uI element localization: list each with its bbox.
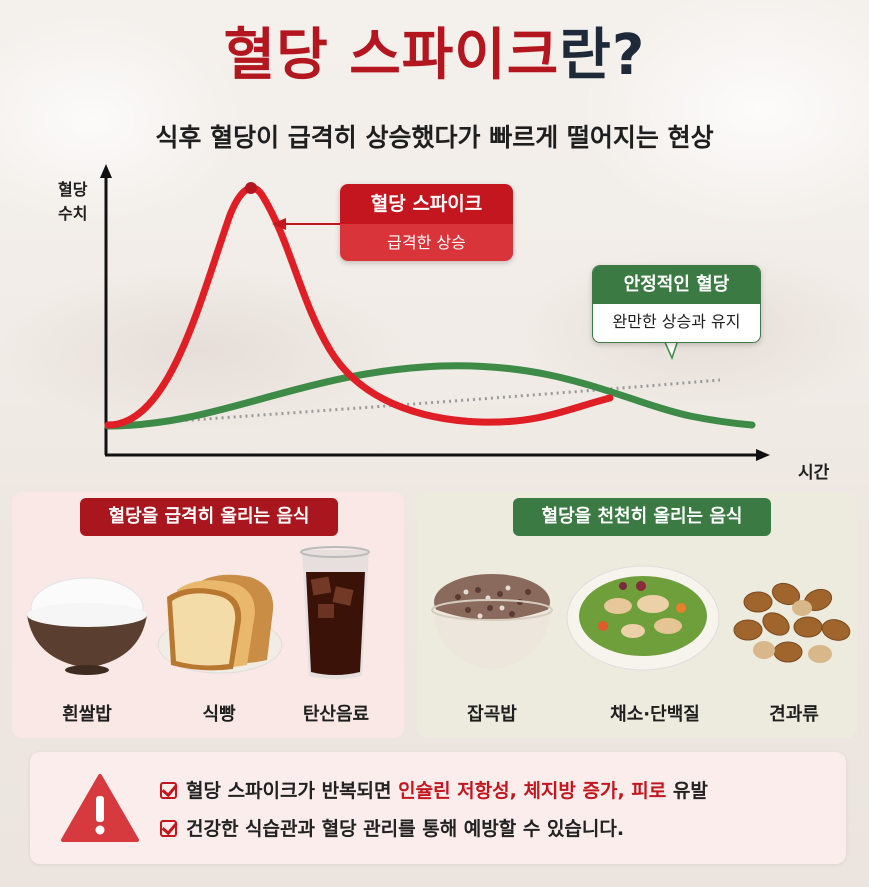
rice-bowl-icon <box>27 577 147 675</box>
stable-curve <box>104 362 756 430</box>
y-axis-label-line2: 수치 <box>58 204 88 223</box>
y-axis-label: 혈당 수치 <box>58 178 98 226</box>
warning-line-2: 건강한 식습관과 혈당 관리를 통해 예방할 수 있습니다. <box>160 814 624 841</box>
warning-line-1-prefix: 혈당 스파이크가 반복되면 <box>186 780 399 802</box>
x-axis-label: 시간 <box>798 463 830 483</box>
food-label-grain-rice: 잡곡밥 <box>467 704 517 725</box>
title-highlight: 혈당 스파이크 <box>223 23 560 88</box>
spike-callout-title: 혈당 스파이크 <box>340 184 513 224</box>
stable-callout-title: 안정적인 혈당 <box>593 266 760 304</box>
page-title: 혈당 스파이크란? <box>0 28 869 84</box>
warning-triangle-icon <box>61 774 139 842</box>
stable-callout: 안정적인 혈당 완만한 상승과 유지 <box>592 265 761 343</box>
food-label-soda: 탄산음료 <box>302 704 370 725</box>
baseline-dotted-line <box>107 378 721 428</box>
spike-curve <box>104 184 614 429</box>
spike-peak-marker <box>245 182 257 194</box>
spike-callout: 혈당 스파이크 급격한 상승 <box>340 184 513 261</box>
warning-line-2-text: 건강한 식습관과 혈당 관리를 통해 예방할 수 있습니다. <box>186 818 625 840</box>
y-axis-label-line1: 혈당 <box>58 180 88 199</box>
x-axis-arrow <box>756 449 770 461</box>
stable-callout-subtitle: 완만한 상승과 유지 <box>612 312 741 331</box>
bread-icon <box>157 574 283 674</box>
checkbox-icon <box>160 782 177 799</box>
soda-glass-icon <box>300 546 370 679</box>
checkbox-icon <box>160 820 177 837</box>
warning-line-1: 혈당 스파이크가 반복되면 인슐린 저항성, 체지방 증가, 피로 유발 <box>160 776 708 803</box>
warning-line-1-highlight: 인슐린 저항성, 체지방 증가, 피로 <box>398 780 667 802</box>
salad-bowl-icon <box>566 565 720 671</box>
spike-callout-subtitle: 급격한 상승 <box>340 224 513 261</box>
slow-foods-header: 혈당을 천천히 올리는 음식 <box>513 498 771 536</box>
grain-rice-bowl-icon <box>431 574 553 670</box>
page-subtitle: 식후 혈당이 급격히 상승했다가 빠르게 떨어지는 현상 <box>155 123 714 152</box>
food-label-white-rice: 흰쌀밥 <box>62 704 112 725</box>
nuts-icon <box>733 582 851 663</box>
food-label-bread: 식빵 <box>202 704 236 725</box>
fast-foods-header: 혈당을 급격히 올리는 음식 <box>80 498 338 536</box>
food-label-nuts: 견과류 <box>769 704 819 725</box>
spike-pointer-head <box>272 218 286 230</box>
y-axis-arrow <box>100 164 112 178</box>
warning-box <box>30 752 846 864</box>
warning-line-1-suffix: 유발 <box>666 780 708 802</box>
food-label-vegetable-protein: 채소·단백질 <box>610 704 700 725</box>
title-suffix: 란? <box>559 23 646 88</box>
